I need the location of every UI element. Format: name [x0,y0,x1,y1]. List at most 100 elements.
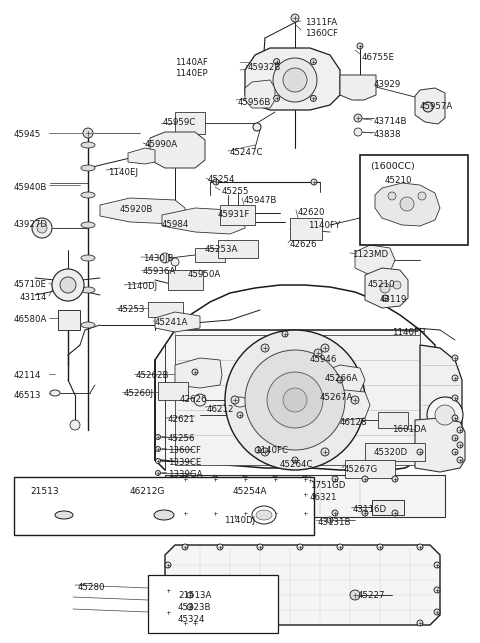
Circle shape [292,457,298,463]
Circle shape [350,590,360,600]
Circle shape [457,442,463,448]
Polygon shape [100,198,185,224]
Circle shape [321,448,329,456]
Circle shape [417,620,423,626]
Circle shape [302,491,308,497]
Text: 45267A: 45267A [320,393,353,402]
Circle shape [427,397,463,433]
Text: 46755E: 46755E [362,53,395,62]
Circle shape [417,449,423,455]
Text: 45253A: 45253A [205,245,239,254]
Text: 45932B: 45932B [248,63,281,72]
Text: 1360CF: 1360CF [168,446,201,455]
Polygon shape [245,48,340,110]
Text: 45947B: 45947B [244,196,277,205]
Ellipse shape [81,165,95,171]
Circle shape [156,458,160,464]
Bar [378,412,408,428]
Circle shape [423,102,433,112]
Text: 46212G: 46212G [130,487,166,496]
Circle shape [354,128,362,136]
Circle shape [242,476,248,482]
Circle shape [261,344,269,352]
Text: 45959C: 45959C [163,118,196,127]
Text: 1339GA: 1339GA [168,470,203,479]
Polygon shape [365,268,408,308]
Bar [158,382,188,400]
Circle shape [187,604,193,610]
Bar [290,218,322,240]
Circle shape [351,396,359,404]
Ellipse shape [81,142,95,148]
Circle shape [452,375,458,381]
Text: 1140FC: 1140FC [255,446,288,455]
Text: 1140EP: 1140EP [175,69,208,78]
Circle shape [225,330,365,470]
Circle shape [291,14,299,22]
Circle shape [231,396,239,404]
Circle shape [434,587,440,593]
Text: 45210: 45210 [385,176,412,185]
Circle shape [165,562,171,568]
Bar [148,302,183,317]
Text: 43838: 43838 [374,130,401,139]
Circle shape [302,476,308,482]
Circle shape [457,427,463,433]
Circle shape [311,59,316,64]
Circle shape [354,114,362,122]
Circle shape [255,447,261,453]
Text: 1360CF: 1360CF [305,29,338,38]
Ellipse shape [252,506,276,524]
Polygon shape [245,80,275,108]
Text: 45255: 45255 [222,187,250,196]
Circle shape [332,510,338,516]
Text: 46321: 46321 [310,493,337,502]
Text: 43131B: 43131B [318,518,351,527]
Polygon shape [420,345,462,460]
Bar [365,443,425,461]
Text: 42114: 42114 [14,371,41,380]
Circle shape [382,295,388,301]
Circle shape [314,349,322,357]
Text: 1140AF: 1140AF [175,58,208,67]
Text: 45266A: 45266A [325,374,359,383]
Circle shape [452,435,458,441]
Text: 45260J: 45260J [124,389,154,398]
Text: 1140FY: 1140FY [308,221,340,230]
Circle shape [435,405,455,425]
Circle shape [242,510,248,516]
Text: 45254A: 45254A [233,487,267,496]
Circle shape [272,476,278,482]
Text: 45323B: 45323B [178,603,212,612]
Text: 45324: 45324 [178,615,205,624]
Text: 46128: 46128 [340,418,368,427]
Polygon shape [340,75,376,100]
Circle shape [182,544,188,550]
Text: 45940B: 45940B [14,183,48,192]
Circle shape [452,415,458,421]
Circle shape [400,197,414,211]
Text: 43714B: 43714B [374,117,408,126]
Text: 45936A: 45936A [143,267,176,276]
Text: 43927D: 43927D [14,220,48,229]
Circle shape [337,544,343,550]
Bar [168,270,203,290]
Circle shape [182,476,188,482]
Polygon shape [375,183,440,226]
Text: 1339CE: 1339CE [168,458,202,467]
Circle shape [283,68,307,92]
Circle shape [165,609,171,615]
Text: 46212: 46212 [207,405,235,414]
Ellipse shape [81,322,95,328]
Text: 45280: 45280 [78,583,106,592]
Text: 45264C: 45264C [280,460,313,469]
Ellipse shape [233,397,247,407]
Text: 42626: 42626 [290,240,317,249]
Polygon shape [322,365,365,395]
Circle shape [160,253,170,263]
Bar [175,335,420,465]
Text: 42620: 42620 [298,208,325,217]
Ellipse shape [81,192,95,198]
Circle shape [257,544,263,550]
Circle shape [377,544,383,550]
